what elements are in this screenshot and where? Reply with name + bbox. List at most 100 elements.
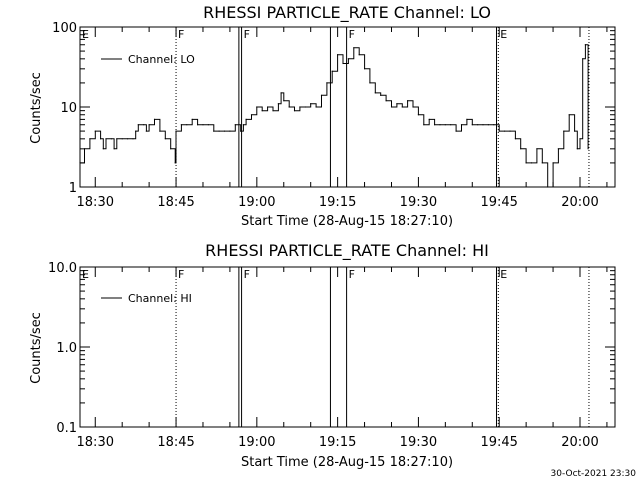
- data-point: [202, 124, 204, 126]
- data-point: [280, 92, 282, 94]
- timestamp: 30-Oct-2021 23:30: [551, 469, 637, 479]
- chart-title-lo: RHESSI PARTICLE_RATE Channel: LO: [203, 3, 491, 23]
- data-point: [364, 68, 366, 70]
- data-point: [417, 114, 419, 116]
- data-point: [250, 114, 253, 116]
- x-tick-label: 18:45: [157, 435, 194, 450]
- plot-frame: [79, 266, 616, 428]
- data-point: [137, 124, 139, 126]
- data-point: [576, 148, 578, 150]
- x-tick-label: 19:15: [319, 195, 356, 210]
- event-marker-label: F: [178, 268, 184, 281]
- y-axis-label-hi: Counts/sec: [29, 312, 44, 384]
- x-tick-label: 19:30: [400, 435, 437, 450]
- data-point: [320, 94, 323, 96]
- y-tick-label: 0.1: [56, 421, 77, 436]
- y-tick-label: 100: [52, 21, 77, 36]
- data-point: [331, 70, 333, 72]
- data-point: [174, 162, 176, 164]
- data-point: [304, 106, 306, 108]
- event-marker-label: F: [244, 268, 250, 281]
- data-point: [326, 82, 328, 84]
- data-point: [102, 148, 104, 150]
- x-tick-label: 19:00: [238, 195, 275, 210]
- data-point: [207, 124, 209, 126]
- data-point: [450, 124, 452, 126]
- data-point: [563, 130, 565, 132]
- data-point: [504, 130, 506, 132]
- data-point: [310, 103, 312, 105]
- data-point: [407, 100, 409, 102]
- event-marker-label: F: [178, 28, 184, 41]
- event-marker-label: E: [82, 28, 89, 41]
- x-tick-label: 19:15: [319, 435, 356, 450]
- data-point: [584, 44, 587, 46]
- data-point: [579, 138, 581, 140]
- data-point: [342, 62, 344, 65]
- data-point: [547, 186, 549, 188]
- data-point: [283, 100, 285, 102]
- x-tick-label: 18:30: [77, 195, 114, 210]
- event-marker-label: F: [349, 268, 355, 281]
- data-point: [541, 162, 543, 164]
- data-point: [369, 82, 371, 84]
- data-point: [380, 94, 382, 96]
- data-point: [175, 130, 177, 132]
- data-point: [353, 47, 355, 49]
- data-point: [240, 130, 242, 132]
- panel-lo: RHESSI PARTICLE_RATE Channel: LO Counts/…: [29, 3, 616, 229]
- y-tick-label: 1: [69, 181, 77, 196]
- x-tick-label: 20:00: [561, 195, 598, 210]
- data-point: [135, 130, 137, 132]
- legend-label-lo: Channel: LO: [128, 53, 195, 66]
- data-point: [242, 124, 244, 126]
- data-point: [530, 162, 533, 164]
- data-point: [568, 114, 570, 116]
- data-point: [337, 54, 339, 56]
- data-point: [191, 118, 193, 120]
- data-point: [105, 138, 107, 140]
- event-marker-label: E: [500, 268, 507, 281]
- data-point: [143, 124, 145, 126]
- legend-label-hi: Channel: HI: [128, 292, 192, 305]
- data-point: [272, 110, 274, 112]
- x-axis-label-lo: Start Time (28-Aug-15 18:27:10): [241, 214, 453, 229]
- data-point: [110, 138, 112, 140]
- data-point: [552, 162, 554, 164]
- data-point: [428, 118, 430, 120]
- x-tick-label: 19:00: [238, 435, 275, 450]
- data-point: [495, 124, 498, 126]
- x-axis-label-hi: Start Time (28-Aug-15 18:27:10): [241, 455, 453, 470]
- data-point: [412, 106, 414, 108]
- data-point: [477, 124, 479, 126]
- data-point: [396, 103, 398, 105]
- data-point: [455, 130, 457, 132]
- data-point: [170, 148, 172, 150]
- data-point: [493, 124, 495, 126]
- data-point: [127, 138, 129, 140]
- x-tick-label: 18:45: [157, 195, 194, 210]
- data-point: [83, 148, 86, 150]
- data-point: [256, 106, 258, 108]
- data-point: [261, 110, 263, 112]
- data-point: [94, 130, 96, 132]
- data-point: [509, 130, 511, 132]
- data-point: [213, 130, 215, 132]
- data-point: [514, 138, 517, 140]
- event-marker-label: E: [82, 268, 89, 281]
- data-point: [574, 130, 576, 132]
- data-point: [525, 162, 527, 164]
- data-point: [159, 130, 161, 132]
- data-point: [277, 103, 279, 105]
- data-point: [401, 106, 403, 108]
- data-point: [229, 130, 231, 132]
- data-point: [132, 138, 134, 140]
- data-point: [299, 106, 301, 108]
- y-tick-label: 1.0: [56, 341, 77, 356]
- data-point: [460, 124, 463, 126]
- x-tick-label: 19:30: [400, 195, 437, 210]
- data-point: [466, 118, 468, 120]
- data-point: [79, 162, 81, 164]
- data-point: [482, 124, 484, 126]
